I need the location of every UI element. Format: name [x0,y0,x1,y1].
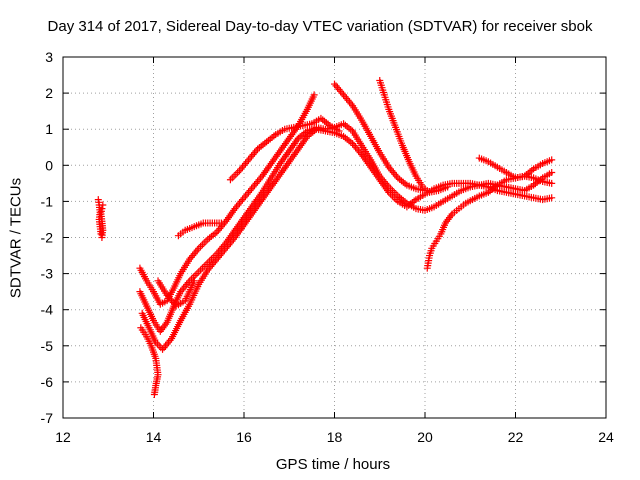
data-point-marker [226,176,234,184]
data-point-marker [387,190,395,198]
data-point-marker [98,205,106,213]
data-point-marker [548,156,556,164]
series-track-8 [331,80,429,195]
data-point-marker [200,239,208,247]
series-track-5 [137,324,162,399]
data-point-marker [198,241,206,249]
y-tick-label: 0 [45,157,53,173]
data-point-marker [155,342,163,350]
y-tick-label: -1 [41,193,54,209]
series-track-1 [94,196,107,241]
series-track-11 [475,154,556,182]
series-track-4 [138,125,556,353]
data-point-marker [310,91,318,99]
data-point-marker [97,230,105,238]
y-tick-label: -4 [41,302,54,318]
y-tick-label: -2 [41,230,54,246]
y-tick-label: 2 [45,85,53,101]
data-point-marker [444,183,452,191]
series-track-2 [136,91,318,308]
x-tick-label: 24 [598,429,614,445]
series-track-6 [174,219,225,240]
y-axis-label: SDTVAR / TECUs [7,177,25,299]
chart-title: Day 314 of 2017, Sidereal Day-to-day VTE… [47,18,593,35]
series-track-7 [226,114,343,184]
series-track-9 [376,76,452,196]
data-point-marker [548,179,556,187]
data-point-marker [197,243,205,251]
x-tick-label: 18 [327,429,343,445]
data-point-marker [99,201,107,209]
x-tick-label: 14 [146,429,162,445]
data-point-marker [548,169,556,177]
data-point-marker [234,169,242,177]
y-tick-label: -7 [41,410,54,426]
data-point-marker [202,237,210,245]
x-tick-label: 12 [55,429,71,445]
data-point-marker [150,391,158,399]
series-track-12 [154,277,198,310]
x-tick-label: 22 [508,429,524,445]
data-point-marker [232,170,240,178]
data-point-marker [388,192,396,200]
y-tick-label: 1 [45,121,53,137]
data-point-marker [548,194,556,202]
data-point-marker [191,271,199,279]
y-tick-label: -3 [41,266,54,282]
data-point-marker [230,172,238,180]
x-tick-label: 16 [236,429,252,445]
data-point-marker [335,127,343,135]
data-point-marker [228,174,236,182]
y-tick-label: 3 [45,49,53,65]
y-tick-label: -6 [41,374,54,390]
x-axis-label: GPS time / hours [275,456,391,473]
data-point-marker [195,268,203,276]
data-point-marker [190,277,198,285]
data-point-marker [390,194,398,202]
data-point-marker [217,219,225,227]
data-point-marker [202,261,210,269]
y-tick-label: -5 [41,338,54,354]
data-point-marker [193,270,201,278]
x-tick-label: 20 [417,429,433,445]
